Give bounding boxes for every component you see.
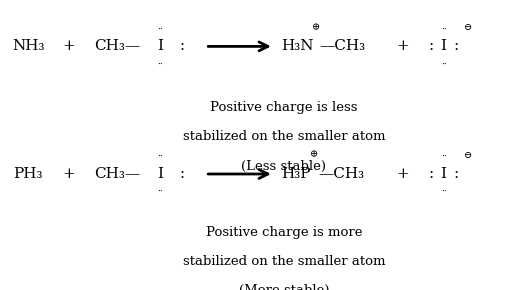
Text: +: + — [396, 167, 410, 181]
Text: Positive charge is more: Positive charge is more — [206, 226, 362, 239]
Text: stabilized on the smaller atom: stabilized on the smaller atom — [183, 255, 385, 268]
Text: ··: ·· — [441, 152, 447, 161]
Text: ⊕: ⊕ — [310, 151, 318, 160]
Text: PH₃: PH₃ — [13, 167, 42, 181]
Text: H₃P: H₃P — [281, 167, 311, 181]
Text: ··: ·· — [441, 187, 447, 196]
Text: stabilized on the smaller atom: stabilized on the smaller atom — [183, 130, 385, 144]
Text: CH₃—: CH₃— — [94, 39, 140, 53]
Text: (Less stable): (Less stable) — [241, 160, 327, 173]
Text: ⊕: ⊕ — [312, 23, 320, 32]
Text: I: I — [157, 39, 163, 53]
Text: (More stable): (More stable) — [239, 284, 329, 290]
Text: ··: ·· — [441, 59, 447, 68]
Text: I: I — [441, 167, 447, 181]
Text: :: : — [175, 39, 185, 53]
Text: I: I — [157, 167, 163, 181]
Text: H₃N: H₃N — [281, 39, 314, 53]
Text: :: : — [428, 39, 433, 53]
Text: ··: ·· — [157, 59, 163, 68]
Text: +: + — [62, 39, 75, 53]
Text: NH₃: NH₃ — [13, 39, 45, 53]
Text: ··: ·· — [441, 24, 447, 34]
Text: —CH₃: —CH₃ — [319, 39, 366, 53]
Text: CH₃—: CH₃— — [94, 167, 140, 181]
Text: —CH₃: —CH₃ — [318, 167, 364, 181]
Text: ⊖: ⊖ — [464, 23, 472, 32]
Text: Positive charge is less: Positive charge is less — [210, 102, 357, 115]
Text: :: : — [175, 167, 185, 181]
Text: +: + — [62, 167, 75, 181]
Text: ··: ·· — [157, 24, 163, 34]
Text: :: : — [428, 167, 433, 181]
Text: :: : — [454, 167, 459, 181]
Text: ⊖: ⊖ — [464, 151, 472, 160]
Text: ··: ·· — [157, 187, 163, 196]
Text: I: I — [441, 39, 447, 53]
Text: :: : — [454, 39, 459, 53]
Text: ··: ·· — [157, 152, 163, 161]
Text: +: + — [396, 39, 410, 53]
